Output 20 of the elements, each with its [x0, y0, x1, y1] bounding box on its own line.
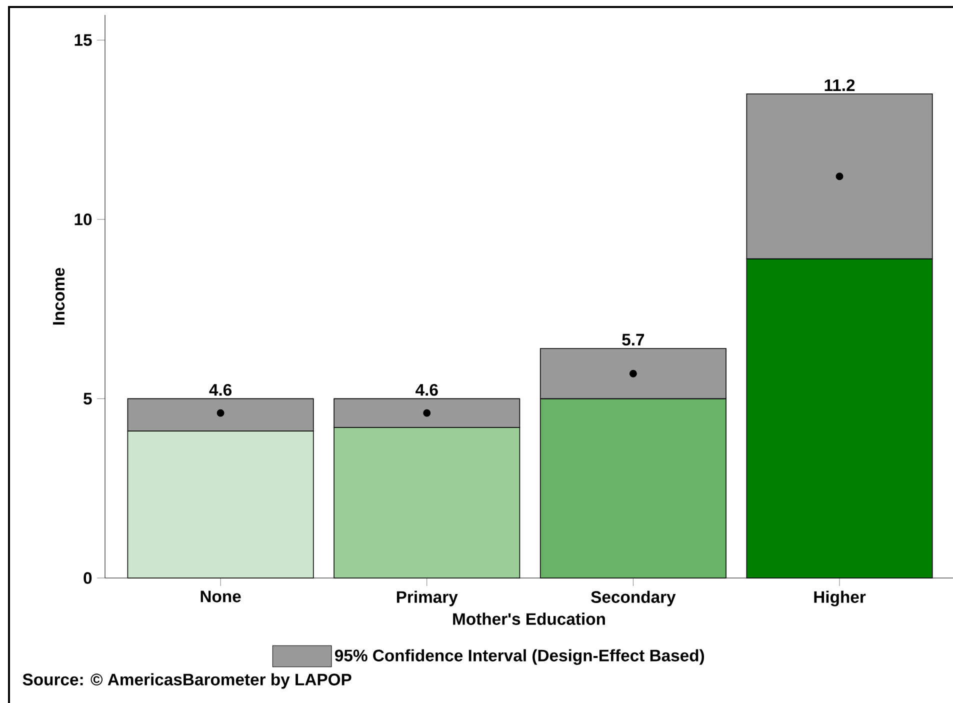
legend-label: 95% Confidence Interval (Design-Effect Based)	[335, 649, 704, 665]
point	[629, 370, 637, 378]
point	[216, 409, 224, 417]
point	[836, 172, 844, 180]
x-tick-label: Primary	[396, 590, 458, 606]
annotation: 5.7	[622, 334, 644, 346]
annotation: 4.6	[209, 384, 232, 396]
y-axis-title: Income	[52, 268, 65, 325]
y-tick-label: 10	[74, 214, 92, 226]
x-tick-label: Secondary	[591, 590, 676, 606]
y-tick-label: 5	[84, 392, 92, 405]
point	[423, 409, 431, 417]
x-tick-label: Higher	[814, 590, 866, 606]
annotation: 11.2	[824, 79, 855, 91]
y-tick-label: 0	[84, 572, 92, 584]
annotation: 4.6	[416, 384, 438, 396]
x-axis-title: Mother's Education	[453, 612, 605, 625]
source-note: Source: © AmericasBarometer by LAPOP	[22, 673, 352, 689]
y-tick-label: 15	[74, 34, 92, 46]
x-tick-label: None	[200, 590, 241, 602]
